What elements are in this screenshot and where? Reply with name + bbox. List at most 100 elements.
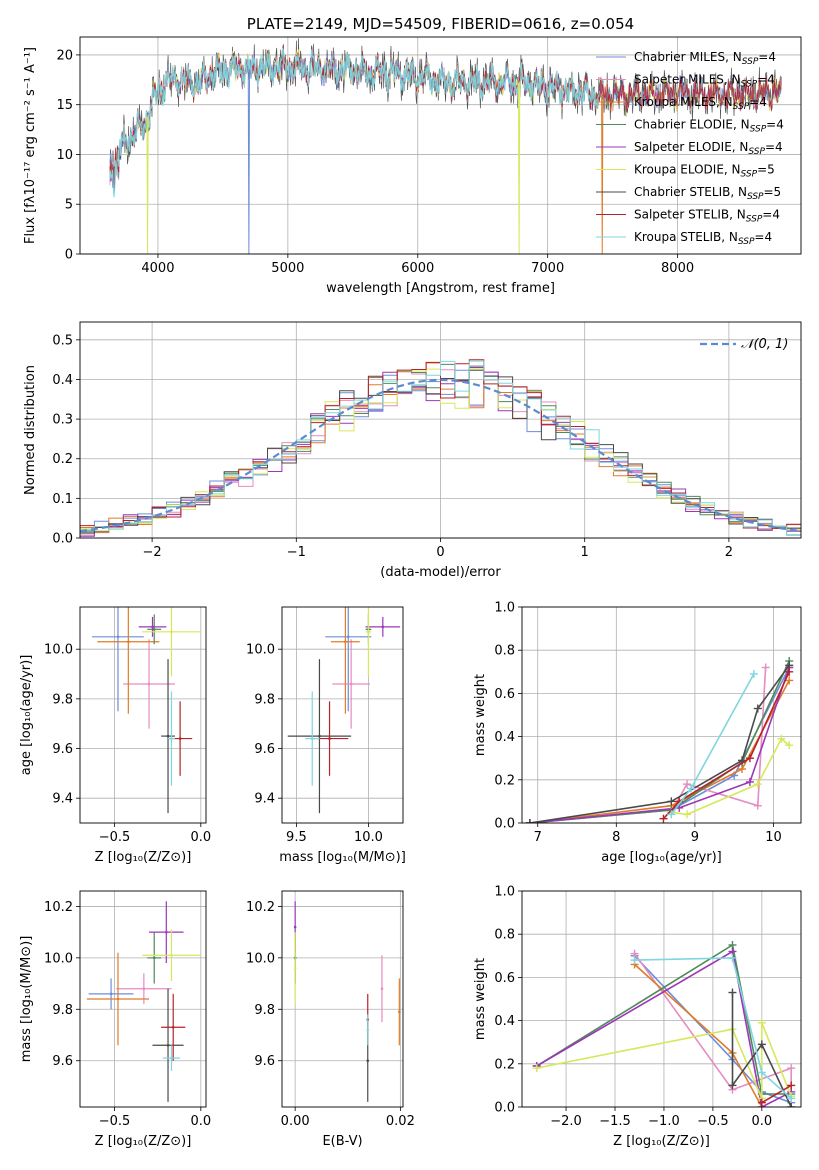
legend-label-2: Kroupa MILES, NSSP=4 bbox=[634, 95, 767, 112]
spectrum-line-8 bbox=[109, 48, 600, 198]
plot-area bbox=[532, 941, 796, 1107]
x-tick-label: −1.0 bbox=[648, 1114, 680, 1129]
y-tick-label: 0.4 bbox=[494, 730, 515, 745]
legend-label-eq: =4 bbox=[766, 118, 784, 132]
legend-label-eq: =5 bbox=[757, 163, 775, 177]
data-point-7 bbox=[171, 1025, 175, 1029]
y-tick-label: 0.2 bbox=[52, 452, 73, 467]
legend-label-main: Kroupa MILES, N bbox=[634, 95, 733, 109]
y-tick-label: 0.6 bbox=[494, 971, 515, 986]
y-tick-label: 9.4 bbox=[254, 792, 275, 807]
panel-mass-vs-EBV: 0.00 0.02 9.6 9.8 10.0 10.2 E(B-V) bbox=[246, 890, 415, 1149]
x-tick-label: −0.5 bbox=[697, 1114, 729, 1129]
data-point-7 bbox=[328, 737, 331, 740]
y-tick-label: 15 bbox=[56, 98, 73, 113]
panel-mass-vs-Z: −0.5 0.0 9.6 9.8 10.0 10.2 Z [log₁₀(Z/Z⊙)] mass… bbox=[19, 890, 211, 1149]
y-tick-label: 9.8 bbox=[254, 1003, 275, 1018]
residual-histogram-8 bbox=[80, 360, 801, 538]
x-axis-label: wavelength [Angstrom, rest frame] bbox=[326, 281, 555, 296]
data-point-2 bbox=[398, 1010, 401, 1014]
y-tick-label: 10.0 bbox=[44, 643, 73, 658]
legend-label-main: Kroupa ELODIE, N bbox=[634, 163, 741, 177]
data-point-2 bbox=[127, 640, 130, 644]
plot-area bbox=[109, 38, 782, 254]
y-tick-label: 0.4 bbox=[52, 373, 73, 388]
x-tick-label: 9.5 bbox=[286, 830, 307, 845]
x-tick-label: −2.0 bbox=[550, 1114, 582, 1129]
legend-label-7: Salpeter STELIB, NSSP=4 bbox=[634, 208, 780, 225]
data-point-7 bbox=[178, 737, 182, 740]
y-tick-label: 0.4 bbox=[494, 1014, 515, 1029]
data-point-6 bbox=[166, 734, 170, 738]
legend-label-sub: SSP bbox=[742, 57, 759, 67]
data-point-3 bbox=[152, 956, 156, 960]
y-tick-label: 0.0 bbox=[494, 1101, 515, 1116]
legend-label-sub: SSP bbox=[748, 147, 765, 157]
data-point-5 bbox=[170, 630, 173, 634]
legend-label-main: Salpeter MILES, N bbox=[634, 73, 741, 87]
y-tick-label: 9.8 bbox=[52, 1003, 73, 1018]
x-tick-label: 4000 bbox=[141, 261, 174, 276]
legend-label-eq: =4 bbox=[758, 50, 776, 64]
axes-frame bbox=[281, 890, 404, 1108]
data-point-8 bbox=[170, 737, 173, 740]
data-point-8 bbox=[366, 1028, 370, 1032]
data-point-4 bbox=[165, 930, 168, 934]
data-point-4 bbox=[151, 625, 154, 629]
legend-label-eq: =4 bbox=[757, 73, 775, 87]
y-tick-label: 9.6 bbox=[254, 742, 275, 757]
x-tick-label: 8000 bbox=[661, 261, 694, 276]
x-tick-label: 0.0 bbox=[751, 1114, 772, 1129]
axes-frame bbox=[79, 321, 802, 539]
x-tick-label: 10 bbox=[765, 830, 782, 845]
mass-weight-line-5 bbox=[671, 737, 790, 816]
y-tick-label: 0 bbox=[65, 248, 73, 263]
legend-label-normal: 𝒩(0, 1) bbox=[741, 337, 788, 352]
legend-label-1: Salpeter MILES, NSSP=4 bbox=[634, 73, 775, 90]
legend-label-eq: =4 bbox=[754, 230, 772, 244]
x-tick-label: 0.02 bbox=[386, 1114, 415, 1129]
plot-area bbox=[287, 607, 401, 814]
mass-weight-line-8 bbox=[634, 957, 792, 1099]
x-tick-label: 0 bbox=[436, 545, 444, 560]
y-axis-label: mass weight bbox=[473, 674, 488, 756]
x-axis-label: Z [log₁₀(Z/Z⊙)] bbox=[95, 850, 192, 865]
legend-label-3: Chabrier ELODIE, NSSP=4 bbox=[634, 118, 784, 135]
mass-weight-line-4 bbox=[536, 950, 792, 1107]
x-tick-label: 7 bbox=[534, 830, 542, 845]
legend-label-sub: SSP bbox=[741, 80, 758, 90]
x-tick-label: 0.0 bbox=[190, 1114, 211, 1129]
y-tick-label: 9.4 bbox=[52, 792, 73, 807]
data-point-4 bbox=[293, 925, 297, 929]
y-tick-label: 10.0 bbox=[44, 951, 73, 966]
x-tick-label: 7000 bbox=[531, 261, 564, 276]
legend-label-main: Chabrier ELODIE, N bbox=[634, 118, 750, 132]
data-point-8 bbox=[310, 737, 314, 740]
mass-weight-line-3 bbox=[529, 660, 790, 823]
y-tick-label: 0.2 bbox=[494, 773, 515, 788]
data-point-1 bbox=[147, 682, 151, 686]
legend-label-sub: SSP bbox=[738, 237, 755, 247]
legend-label-main: Salpeter ELODIE, N bbox=[634, 140, 748, 154]
legend-label-6: Chabrier STELIB, NSSP=5 bbox=[634, 185, 781, 202]
y-tick-label: 0.0 bbox=[494, 817, 515, 832]
y-tick-label: 0.1 bbox=[52, 492, 73, 507]
x-axis-label: mass [log₁₀(M/M⊙)] bbox=[279, 850, 406, 865]
plot-area bbox=[86, 901, 201, 1102]
axes-frame bbox=[281, 606, 404, 824]
mass-weight-line-6 bbox=[731, 992, 792, 1107]
y-tick-label: 9.6 bbox=[254, 1054, 275, 1069]
x-tick-label: 5000 bbox=[271, 261, 304, 276]
y-axis-label: Normed distribution bbox=[23, 365, 38, 495]
y-tick-label: 1.0 bbox=[494, 601, 515, 616]
panel-mass-weight-vs-age: 7 8 9 10 0.0 0.2 0.4 0.6 0.8 1.0 age [log₁₀(age/yr… bbox=[473, 601, 802, 865]
legend-label-eq: =5 bbox=[764, 185, 782, 199]
data-point-2 bbox=[116, 997, 120, 1001]
x-tick-label: 2 bbox=[725, 545, 733, 560]
data-point-6 bbox=[318, 734, 321, 738]
data-point-3 bbox=[152, 628, 156, 631]
x-tick-label: 0.00 bbox=[281, 1114, 310, 1129]
x-tick-label: −0.5 bbox=[99, 830, 131, 845]
x-axis-label: (data-model)/error bbox=[380, 565, 501, 580]
x-axis-label: E(B-V) bbox=[322, 1134, 362, 1149]
